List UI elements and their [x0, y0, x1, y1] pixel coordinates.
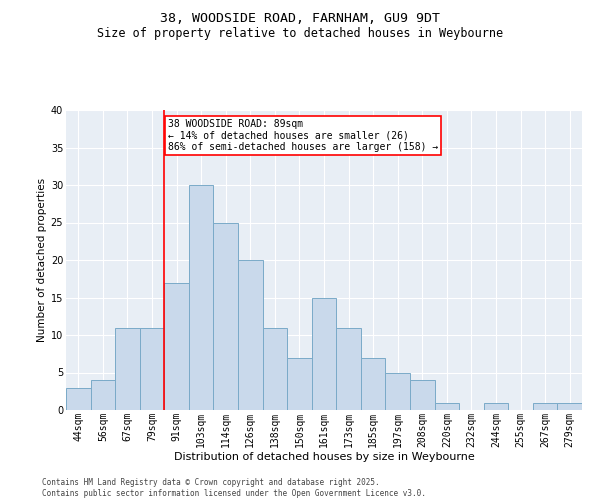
Bar — [287, 358, 312, 410]
Text: 38 WOODSIDE ROAD: 89sqm
← 14% of detached houses are smaller (26)
86% of semi-de: 38 WOODSIDE ROAD: 89sqm ← 14% of detache… — [168, 119, 438, 152]
Bar — [557, 402, 582, 410]
Bar — [361, 358, 385, 410]
Bar — [214, 222, 238, 410]
Bar — [385, 372, 410, 410]
Text: Contains HM Land Registry data © Crown copyright and database right 2025.
Contai: Contains HM Land Registry data © Crown c… — [42, 478, 426, 498]
Bar — [189, 185, 214, 410]
Text: Size of property relative to detached houses in Weybourne: Size of property relative to detached ho… — [97, 28, 503, 40]
Bar — [312, 298, 336, 410]
Bar — [164, 282, 189, 410]
Text: 38, WOODSIDE ROAD, FARNHAM, GU9 9DT: 38, WOODSIDE ROAD, FARNHAM, GU9 9DT — [160, 12, 440, 26]
Bar — [66, 388, 91, 410]
Bar — [336, 328, 361, 410]
Bar — [434, 402, 459, 410]
Bar — [115, 328, 140, 410]
Bar — [533, 402, 557, 410]
Bar — [263, 328, 287, 410]
Y-axis label: Number of detached properties: Number of detached properties — [37, 178, 47, 342]
Bar — [91, 380, 115, 410]
Bar — [484, 402, 508, 410]
Bar — [410, 380, 434, 410]
Bar — [238, 260, 263, 410]
Bar — [140, 328, 164, 410]
X-axis label: Distribution of detached houses by size in Weybourne: Distribution of detached houses by size … — [173, 452, 475, 462]
